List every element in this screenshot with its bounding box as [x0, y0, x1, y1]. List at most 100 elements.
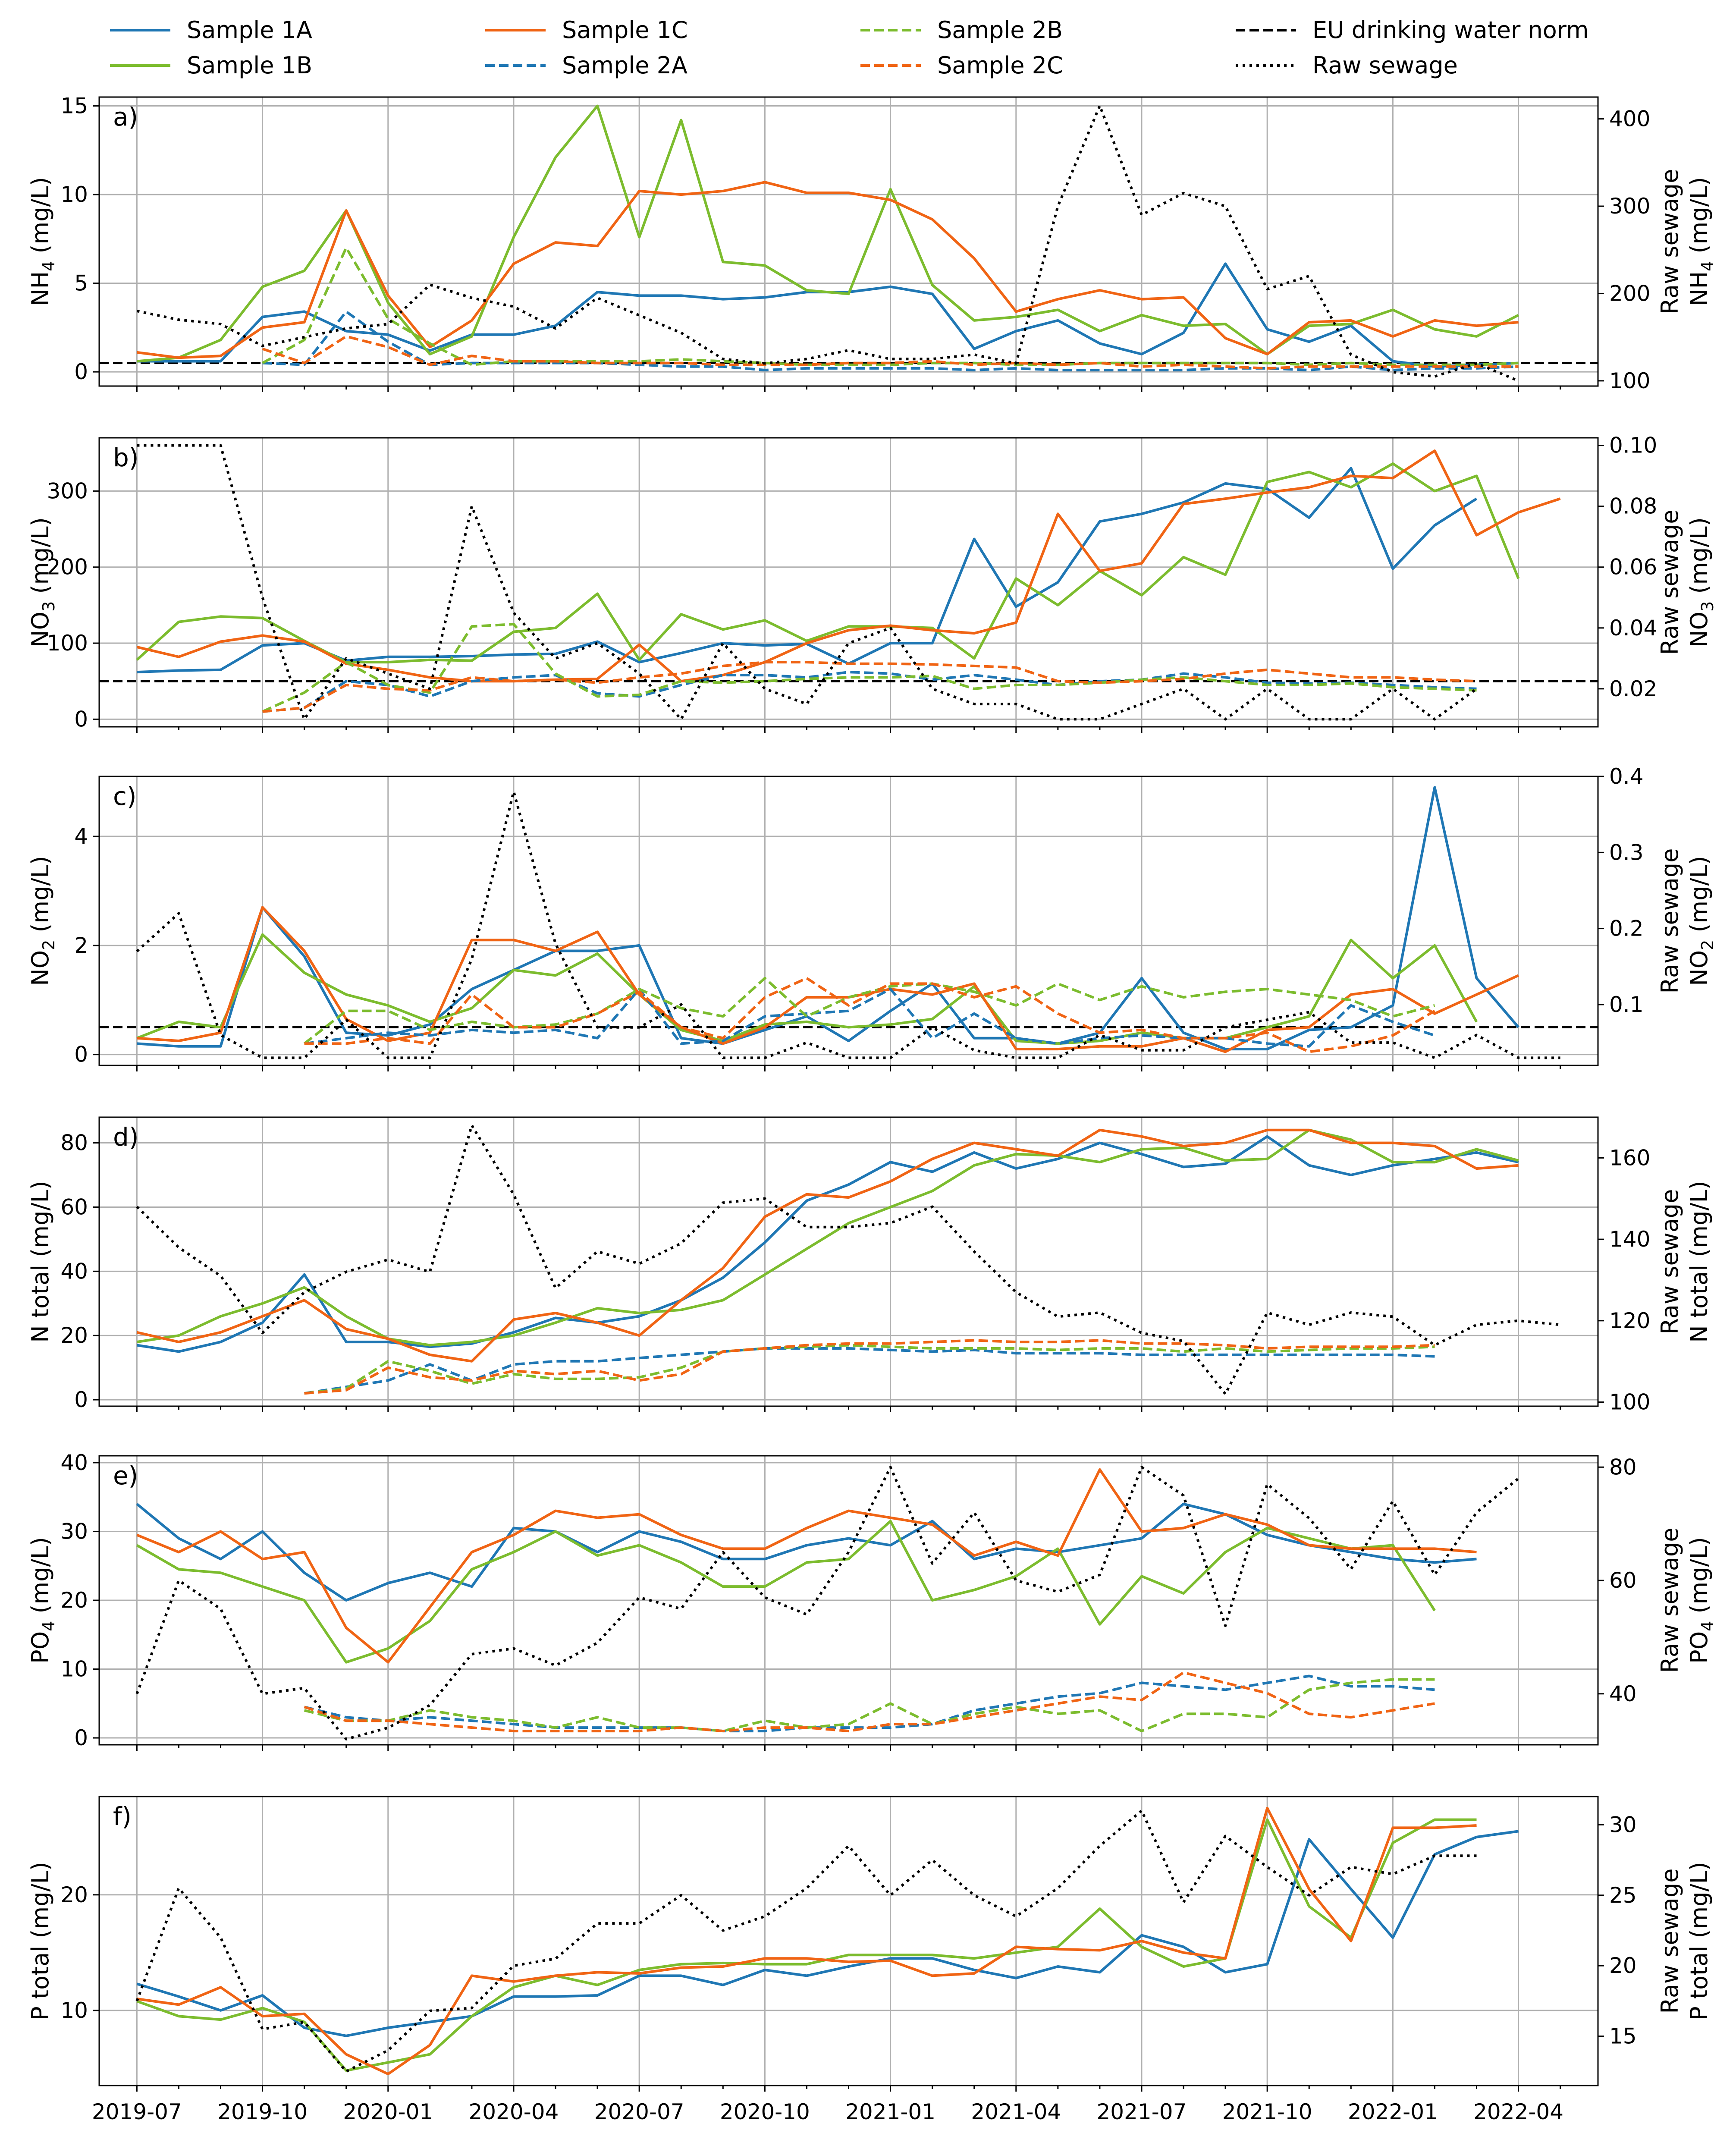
- x-tick-label: 2020-01: [343, 2099, 433, 2124]
- x-tick-label: 2021-01: [845, 2099, 935, 2124]
- panel-b: 0 100 200 300 0.02 0.04 0.06 0.08 0.10 b) NO3 (mg/…: [27, 433, 1717, 733]
- legend-label: Sample 2C: [937, 52, 1063, 79]
- panel-letter: d): [113, 1122, 138, 1152]
- y2-tick-label: 0.06: [1609, 555, 1657, 580]
- y2-axis-label-line1: Raw sewage: [1656, 1189, 1683, 1335]
- y2-tick-label: 80: [1609, 1454, 1637, 1480]
- series-sample-2b: [303, 977, 1435, 1045]
- x-tick-label: 2021-04: [971, 2099, 1061, 2124]
- y2-tick-label: 0.2: [1609, 916, 1644, 941]
- x-tick-label: 2019-07: [92, 2099, 182, 2124]
- legend-label: Sample 2B: [937, 16, 1063, 44]
- y-axis-label: NO2 (mg/L): [27, 856, 58, 986]
- y2-tick-label: 0.04: [1609, 616, 1657, 641]
- legend-item-eu-drinking-water-norm: EU drinking water norm: [1236, 16, 1589, 44]
- y-tick-label: 0: [74, 1725, 88, 1750]
- panel-f: 2019-07 2019-10 2020-01 2020-04 2020-07 2020-…: [27, 1796, 1713, 2124]
- y-tick-label: 60: [60, 1194, 88, 1219]
- series-sample-2b: [304, 1678, 1435, 1733]
- legend-item-sample-1b: Sample 1B: [110, 52, 312, 79]
- series-sample-1c: [136, 449, 1561, 683]
- legend-label: Sample 1A: [187, 16, 312, 44]
- y-tick-label: 0: [74, 707, 88, 732]
- y2-axis-label-line2: P total (mg/L): [1686, 1862, 1713, 2020]
- legend-item-sample-2a: Sample 2A: [485, 52, 687, 79]
- series-sample-2a: [304, 1347, 1435, 1395]
- series-sample-1c: [136, 1806, 1477, 2076]
- y2-axis-label-subscript: 4: [1698, 261, 1717, 271]
- series-sample-2c: [262, 661, 1477, 713]
- y-tick-label: 4: [74, 824, 88, 849]
- y-axis-label: PO4 (mg/L): [27, 1537, 58, 1664]
- series-raw-sewage: [136, 790, 1560, 1059]
- series-sample-1b: [136, 462, 1520, 664]
- series-sample-1c: [137, 906, 1519, 1053]
- legend-label: Sample 1C: [562, 16, 688, 44]
- series-sample-1c: [136, 1468, 1477, 1664]
- y-axis-label: NH4 (mg/L): [27, 177, 58, 306]
- y-tick-label: 80: [60, 1131, 88, 1156]
- y2-tick-label: 0.3: [1609, 840, 1644, 865]
- series-sample-1b: [136, 1520, 1436, 1664]
- y2-axis-label-line2: N total (mg/L): [1686, 1181, 1713, 1343]
- legend-item-sample-2c: Sample 2C: [860, 52, 1063, 79]
- y2-tick-label: 60: [1609, 1568, 1637, 1593]
- series-sample-1a: [137, 786, 1519, 1051]
- y2-tick-label: 25: [1609, 1883, 1637, 1908]
- y2-tick-label: 40: [1609, 1681, 1637, 1706]
- y2-axis-label-line1: Raw sewage: [1656, 848, 1683, 994]
- panel-letter: a): [113, 102, 138, 132]
- y-axis-label-subscript: 3: [39, 601, 58, 612]
- y2-axis-label-subscript: 3: [1698, 601, 1717, 612]
- series-sample-1b: [137, 104, 1519, 363]
- legend: Sample 1A Sample 1B Sample 1C Sample 2A Samp…: [110, 16, 1589, 79]
- y-tick-label: 40: [60, 1450, 88, 1475]
- x-tick-label: 2019-10: [217, 2099, 308, 2124]
- y-tick-label: 10: [60, 182, 88, 207]
- series-sample-1a: [136, 1502, 1477, 1602]
- series-sample-1a: [136, 1135, 1519, 1353]
- legend-label: EU drinking water norm: [1312, 16, 1589, 44]
- legend-label: Sample 2A: [562, 52, 687, 79]
- y2-tick-label: 100: [1609, 368, 1650, 393]
- legend-item-raw-sewage: Raw sewage: [1236, 52, 1458, 79]
- series-sample-2b: [262, 623, 1477, 713]
- y-axis-label: P total (mg/L): [27, 1862, 54, 2020]
- y-axis-label-subscript: 4: [39, 261, 58, 271]
- series-sample-2a: [262, 310, 1519, 371]
- series-sample-1c: [137, 181, 1519, 359]
- series-raw-sewage: [135, 1809, 1477, 2073]
- y-tick-label: 10: [60, 1998, 88, 2023]
- y2-tick-label: 140: [1609, 1227, 1650, 1252]
- panel-letter: b): [113, 443, 138, 472]
- series-sample-2c: [304, 977, 1435, 1053]
- series-sample-1c: [136, 1128, 1519, 1363]
- series-raw-sewage: [136, 104, 1519, 382]
- y-axis-label-subscript: 2: [39, 940, 58, 950]
- x-tick-label: 2022-04: [1473, 2099, 1563, 2124]
- series-sample-2c: [304, 1339, 1435, 1395]
- series-sample-2a: [262, 671, 1477, 713]
- y2-tick-label: 0.1: [1609, 992, 1644, 1017]
- plot-frame: [98, 1796, 1599, 2086]
- series-raw-sewage: [137, 444, 1478, 721]
- y2-tick-label: 100: [1609, 1390, 1650, 1415]
- x-tick-label: 2020-10: [720, 2099, 810, 2124]
- panel-letter: c): [113, 782, 137, 811]
- y-tick-label: 2: [74, 933, 88, 958]
- series-raw-sewage: [136, 1124, 1560, 1395]
- series-sample-1b: [136, 1818, 1477, 2072]
- plot-frame: [98, 776, 1599, 1066]
- y2-tick-label: 160: [1609, 1145, 1650, 1170]
- y2-tick-label: 30: [1609, 1812, 1637, 1837]
- y-tick-label: 200: [47, 555, 88, 580]
- series-sample-2a: [304, 988, 1435, 1048]
- y-axis-label: NO3 (mg/L): [27, 517, 58, 647]
- series-raw-sewage: [135, 1466, 1519, 1740]
- y-tick-label: 10: [60, 1657, 88, 1682]
